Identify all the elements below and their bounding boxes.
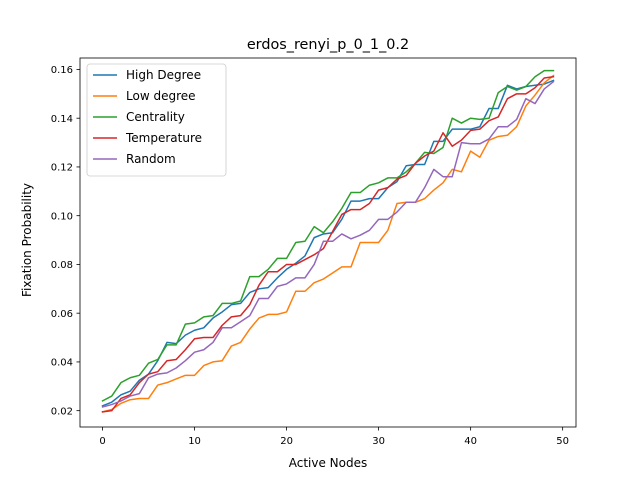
legend-label: Temperature (125, 131, 202, 145)
series-line-temperature (101, 75, 555, 413)
x-tick-label: 40 (464, 436, 477, 447)
y-tick-label: 0.14 (51, 114, 73, 125)
legend-label: Random (126, 152, 176, 166)
y-axis-label: Fixation Probability (20, 183, 34, 297)
y-tick-label: 0.10 (51, 211, 73, 222)
series-line-low-degree (101, 74, 555, 413)
legend-label: Centrality (126, 110, 185, 124)
x-tick-label: 10 (188, 436, 201, 447)
plot-area: 0 10 20 30 40 50 0.02 0.04 0.06 0.08 0.10 0.12 0.14 0… (51, 57, 577, 447)
y-tick-label: 0.06 (51, 309, 73, 320)
y-tick-label: 0.04 (51, 358, 73, 369)
x-tick-label: 20 (280, 436, 293, 447)
series-line-random (101, 80, 555, 408)
y-tick-label: 0.12 (51, 163, 73, 174)
y-tick-label: 0.08 (51, 260, 73, 271)
y-tick-label: 0.16 (51, 65, 73, 76)
x-tick-label: 50 (556, 436, 569, 447)
series-line-centrality (101, 69, 555, 402)
legend: High Degree Low degree Centrality Temperatu… (86, 63, 227, 177)
chart-title: erdos_renyi_p_0_1_0.2 (247, 37, 409, 53)
x-tick-label: 0 (99, 436, 105, 447)
legend-label: High Degree (126, 68, 201, 82)
y-tick-label: 0.02 (51, 406, 73, 417)
axes-frame (79, 57, 577, 428)
legend-box (86, 63, 227, 177)
x-axis-label: Active Nodes (289, 456, 368, 470)
x-tick-label: 30 (372, 436, 385, 447)
legend-label: Low degree (126, 89, 196, 103)
